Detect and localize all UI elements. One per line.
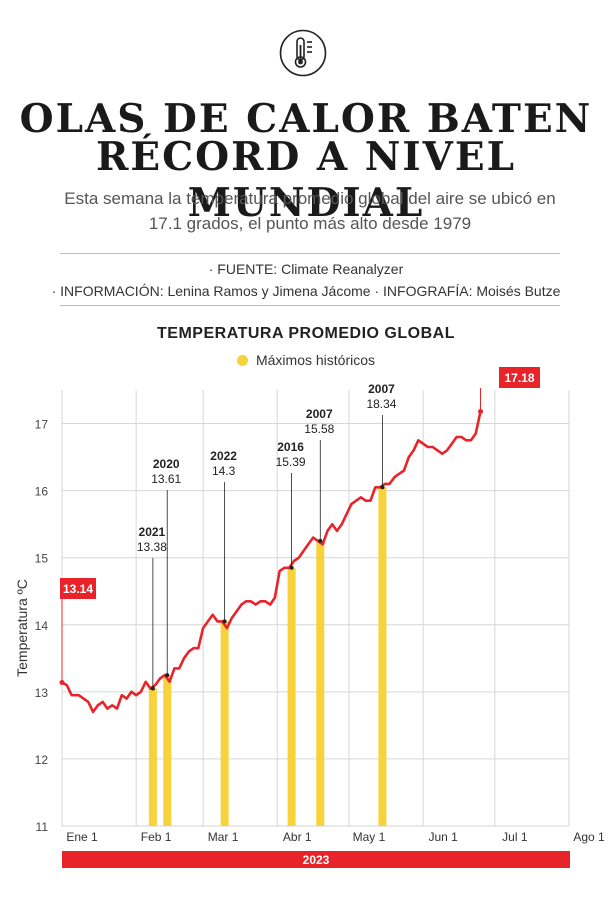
y-tick-label: 16 xyxy=(35,485,49,499)
page-title-line-1: OLAS DE CALOR BATEN xyxy=(19,96,593,142)
record-bar xyxy=(316,540,325,826)
record-bar xyxy=(148,688,157,826)
chart-title: TEMPERATURA PROMEDIO GLOBAL xyxy=(157,325,455,342)
record-year-label: 2020 xyxy=(153,457,180,471)
y-tick-label: 17 xyxy=(35,418,49,432)
divider-top xyxy=(60,253,560,254)
temperature-line xyxy=(61,411,482,714)
y-tick-label: 15 xyxy=(35,552,49,566)
record-value-label: 15.39 xyxy=(276,455,306,469)
record-point xyxy=(165,673,170,678)
year-label: 2023 xyxy=(303,853,330,867)
y-tick-label: 13 xyxy=(35,686,49,700)
x-tick-label: Ene 1 xyxy=(66,830,98,844)
y-tick-label: 12 xyxy=(35,753,49,767)
record-year-label: 2007 xyxy=(368,382,395,396)
record-year-label: 2016 xyxy=(277,440,304,454)
record-value-label: 18.34 xyxy=(366,397,396,411)
record-point xyxy=(289,565,294,570)
x-tick-label: Abr 1 xyxy=(283,830,312,844)
record-value-label: 13.61 xyxy=(151,472,181,486)
record-point xyxy=(150,686,155,691)
record-year-label: 2021 xyxy=(139,525,166,539)
record-value-label: 14.3 xyxy=(212,464,236,478)
x-tick-label: Feb 1 xyxy=(141,830,172,844)
x-tick-label: Mar 1 xyxy=(208,830,239,844)
record-point xyxy=(318,538,323,543)
subtitle-line-1: Esta semana la temperatura promedio glob… xyxy=(64,189,556,208)
thermometer-icon xyxy=(279,29,327,77)
x-tick-label: Jun 1 xyxy=(428,830,458,844)
authors-credit: · INFORMACIÓN: Lenina Ramos y Jimena Jác… xyxy=(51,283,561,299)
legend-swatch xyxy=(236,355,248,366)
x-tick-label: May 1 xyxy=(353,830,386,844)
record-bar xyxy=(163,675,172,826)
page-title-line-2: RÉCORD A NIVEL MUNDIAL xyxy=(95,134,517,226)
chart-legend: Máximos históricos xyxy=(0,352,612,368)
divider-bottom xyxy=(60,305,560,306)
record-year-label: 2022 xyxy=(210,449,237,463)
record-value-label: 15.58 xyxy=(304,422,334,436)
record-point xyxy=(222,619,227,624)
record-point xyxy=(380,485,385,490)
year-band xyxy=(62,851,570,868)
source-credit: · FUENTE: Climate Reanalyzer xyxy=(208,261,404,277)
record-bar xyxy=(378,487,387,826)
record-year-label: 2007 xyxy=(306,407,333,421)
y-axis-label: Temperatura ºC xyxy=(14,579,30,677)
x-tick-label: Jul 1 xyxy=(502,830,528,844)
y-tick-label: 11 xyxy=(36,820,49,834)
end-value-box xyxy=(499,367,540,388)
subtitle-line-2: 17.1 grados, el punto más alto desde 197… xyxy=(148,214,472,233)
legend-label: Máximos históricos xyxy=(255,352,376,368)
record-value-label: 13.38 xyxy=(137,540,167,554)
subtitle: Esta semana la temperatura promedio glob… xyxy=(60,186,560,236)
y-tick-label: 14 xyxy=(35,619,49,633)
x-tick-label: Ago 1 xyxy=(573,830,605,844)
start-value-box xyxy=(60,578,96,599)
end-value-label: 17.18 xyxy=(504,371,534,385)
record-bar xyxy=(220,621,229,826)
record-bar xyxy=(287,567,296,826)
start-value-label: 13.14 xyxy=(63,582,93,596)
